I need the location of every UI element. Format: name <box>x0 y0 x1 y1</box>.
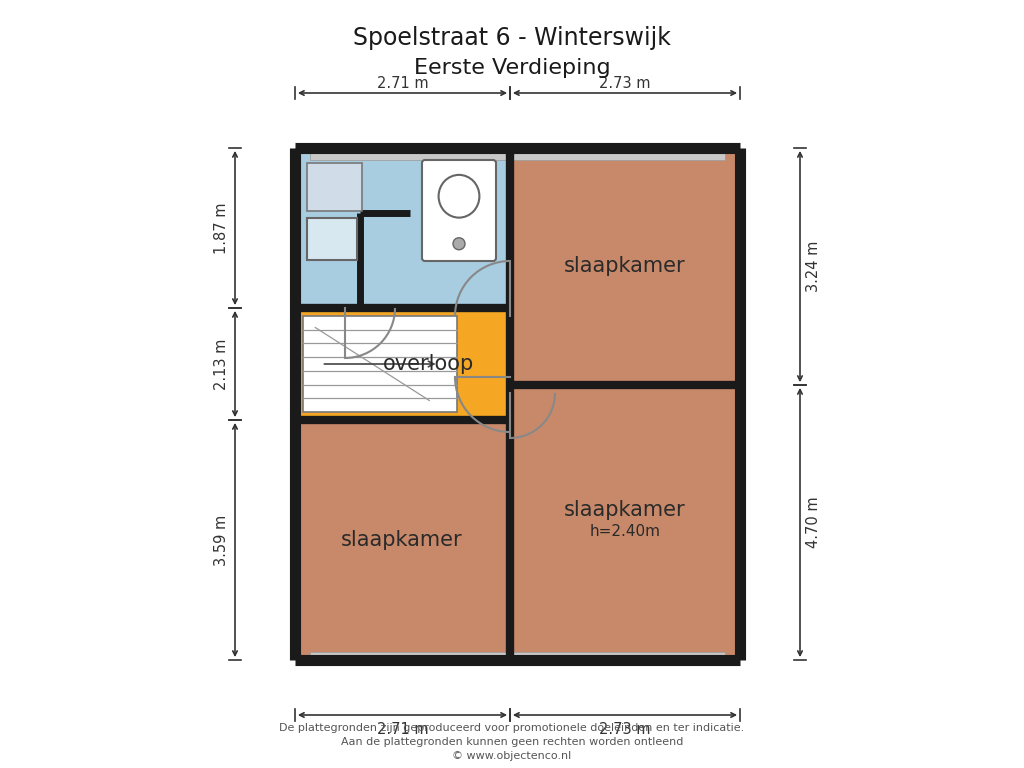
Text: 2.13 m: 2.13 m <box>213 339 228 389</box>
Bar <box>310 652 725 662</box>
Bar <box>295 308 510 420</box>
Text: 2.71 m: 2.71 m <box>377 721 428 737</box>
Ellipse shape <box>438 175 479 217</box>
Text: 3.24 m: 3.24 m <box>807 241 821 292</box>
Text: 2.73 m: 2.73 m <box>599 721 650 737</box>
Text: slaapkamer: slaapkamer <box>564 500 686 520</box>
Bar <box>510 148 740 385</box>
Bar <box>307 218 357 260</box>
Text: h=2.40m: h=2.40m <box>590 525 660 539</box>
Bar <box>510 385 740 660</box>
Text: 2.71 m: 2.71 m <box>377 75 428 91</box>
Circle shape <box>453 238 465 250</box>
FancyBboxPatch shape <box>422 160 496 261</box>
Text: slaapkamer: slaapkamer <box>564 256 686 276</box>
Bar <box>307 163 362 211</box>
Text: 3.59 m: 3.59 m <box>213 515 228 565</box>
Text: 4.70 m: 4.70 m <box>807 497 821 548</box>
Text: Spoelstraat 6 - Winterswijk: Spoelstraat 6 - Winterswijk <box>353 26 671 50</box>
Text: Eerste Verdieping: Eerste Verdieping <box>414 58 610 78</box>
Text: Aan de plattegronden kunnen geen rechten worden ontleend: Aan de plattegronden kunnen geen rechten… <box>341 737 683 747</box>
Bar <box>295 148 510 308</box>
Bar <box>310 150 725 160</box>
Bar <box>295 420 510 660</box>
Text: De plattegronden zijn geproduceerd voor promotionele doeleinden en ter indicatie: De plattegronden zijn geproduceerd voor … <box>280 723 744 733</box>
Text: slaapkamer: slaapkamer <box>341 530 463 550</box>
Text: overloop: overloop <box>382 354 474 374</box>
Text: 1.87 m: 1.87 m <box>213 202 228 253</box>
Text: 2.73 m: 2.73 m <box>599 75 650 91</box>
Text: © www.objectenco.nl: © www.objectenco.nl <box>453 751 571 761</box>
Bar <box>303 316 457 412</box>
